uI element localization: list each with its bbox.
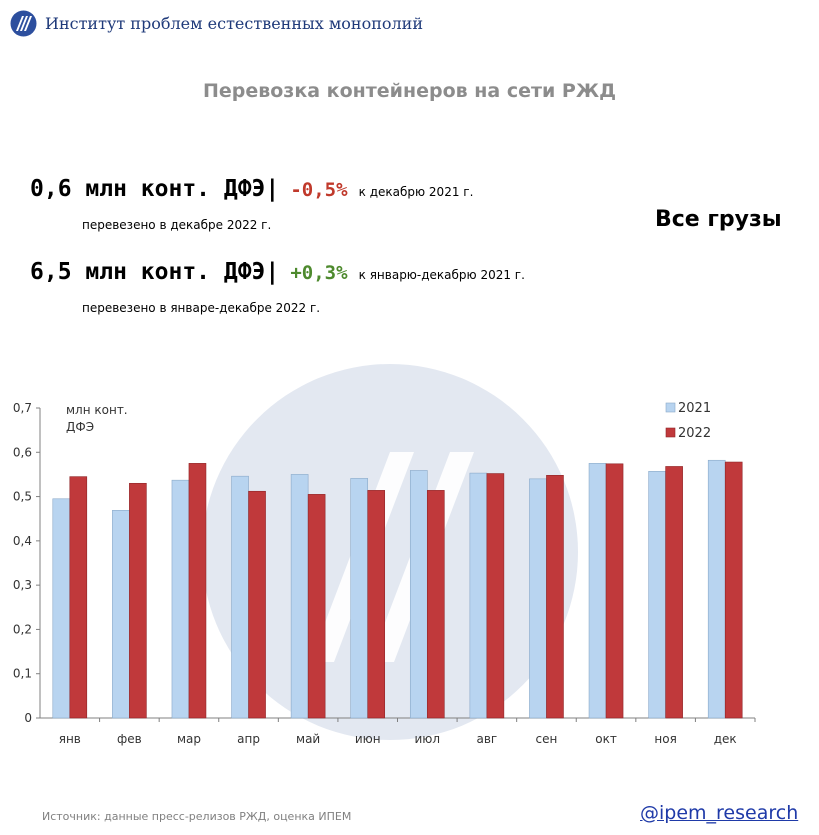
bar-2022-июл bbox=[426, 490, 445, 719]
kpi-year-value: 6,5 млн конт. ДФЭ| bbox=[30, 259, 280, 285]
kpi-december-note: к декабрю 2021 г. bbox=[358, 185, 474, 199]
bar-2022-мар bbox=[188, 463, 207, 719]
y-tick-label: 0,5 bbox=[13, 490, 32, 504]
kpi-year-note: к январю-декабрю 2021 г. bbox=[358, 268, 525, 282]
y-axis-label: ДФЭ bbox=[66, 420, 94, 434]
bar-2022-фев bbox=[129, 482, 147, 719]
x-tick-label: июл bbox=[415, 732, 441, 746]
x-tick-label: авг bbox=[477, 732, 498, 746]
bar-2021-мар bbox=[171, 479, 190, 719]
x-tick-label: ноя bbox=[654, 732, 676, 746]
bar-2021-дек bbox=[707, 459, 726, 719]
x-tick-label: окт bbox=[595, 732, 617, 746]
y-tick-label: 0,7 bbox=[13, 401, 32, 415]
footer-source: Источник: данные пресс-релизов РЖД, оцен… bbox=[42, 810, 352, 823]
y-tick-label: 0,6 bbox=[13, 445, 32, 459]
legend-label-2022: 2022 bbox=[678, 426, 711, 441]
bar-2021-окт bbox=[588, 463, 607, 719]
legend-swatch-2021 bbox=[665, 402, 676, 413]
bar-2022-ноя bbox=[665, 466, 683, 719]
bar-2022-сен bbox=[546, 475, 564, 719]
bar-2022-янв bbox=[69, 476, 88, 719]
y-tick-label: 0,4 bbox=[13, 534, 32, 548]
y-tick-label: 0 bbox=[24, 711, 32, 725]
bar-chart: 0 0,1 0,2 0,3 0,4 0,5 0,6 0,7 млн конт. ДФЭ янв фев… bbox=[13, 401, 756, 746]
bar-2021-янв bbox=[52, 498, 71, 719]
bar-2021-авг bbox=[469, 472, 488, 719]
bar-2022-окт bbox=[605, 463, 624, 719]
page-title: Перевозка контейнеров на сети РЖД bbox=[202, 80, 617, 102]
bar-2022-дек bbox=[724, 461, 743, 719]
x-tick-label: фев bbox=[117, 732, 142, 746]
bar-2021-ноя bbox=[648, 471, 666, 719]
x-tick-label: апр bbox=[237, 732, 260, 746]
x-tick-label: дек bbox=[714, 732, 737, 746]
org-name: Институт проблем естественных монополий bbox=[45, 14, 424, 33]
header-logo: Институт проблем естественных монополий bbox=[10, 10, 423, 37]
bar-2021-июн bbox=[350, 478, 369, 719]
x-tick-label: сен bbox=[536, 732, 558, 746]
kpi-year-sub: перевезено в январе-декабре 2022 г. bbox=[82, 301, 321, 315]
kpi-december-change: -0,5% bbox=[290, 179, 348, 201]
kpi-december-value: 0,6 млн конт. ДФЭ| bbox=[30, 176, 280, 202]
x-tick-label: июн bbox=[355, 732, 381, 746]
footer-handle-link[interactable]: @ipem_research bbox=[640, 802, 799, 824]
y-tick-label: 0,3 bbox=[13, 578, 32, 592]
bar-2022-июн bbox=[367, 490, 386, 719]
kpi-year: 6,5 млн конт. ДФЭ| +0,3% к январю-декабр… bbox=[30, 259, 525, 285]
legend-label-2021: 2021 bbox=[678, 401, 711, 416]
bar-2021-фев bbox=[112, 510, 130, 719]
bar-2021-апр bbox=[231, 475, 249, 719]
x-tick-label: янв bbox=[59, 732, 81, 746]
y-tick-label: 0,1 bbox=[13, 667, 32, 681]
legend-swatch-2022 bbox=[665, 427, 676, 438]
bar-2022-май bbox=[307, 494, 326, 719]
x-tick-label: мар bbox=[177, 732, 201, 746]
x-tick-label: май bbox=[296, 732, 320, 746]
kpi-december: 0,6 млн конт. ДФЭ| -0,5% к декабрю 2021 … bbox=[30, 176, 473, 202]
y-axis-label: млн конт. bbox=[66, 403, 128, 417]
bar-2021-май bbox=[290, 474, 309, 719]
bar-2021-июл bbox=[409, 470, 428, 719]
kpi-december-sub: перевезено в декабре 2022 г. bbox=[82, 218, 272, 232]
y-tick-label: 0,2 bbox=[13, 622, 32, 636]
cargo-label: Все грузы bbox=[655, 207, 782, 232]
bar-2021-сен bbox=[529, 478, 547, 719]
bar-2022-авг bbox=[486, 473, 505, 719]
bar-2022-апр bbox=[248, 490, 266, 719]
ipem-logo-icon bbox=[10, 10, 37, 37]
kpi-year-change: +0,3% bbox=[290, 262, 348, 284]
